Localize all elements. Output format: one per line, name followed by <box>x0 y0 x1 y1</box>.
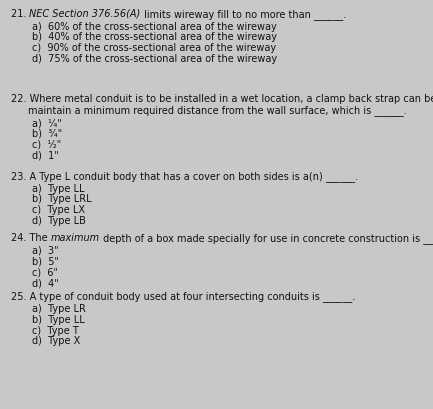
Text: b)  40% of the cross-sectional area of the wireway: b) 40% of the cross-sectional area of th… <box>32 32 278 43</box>
Text: b)  Type LL: b) Type LL <box>32 315 85 325</box>
Text: c)  Type LX: c) Type LX <box>32 205 85 215</box>
Text: a)  3": a) 3" <box>32 246 59 256</box>
Text: depth of a box made specially for use in concrete construction is ______.: depth of a box made specially for use in… <box>100 233 433 244</box>
Text: a)  Type LL: a) Type LL <box>32 184 85 193</box>
Text: 21.: 21. <box>11 9 29 19</box>
Text: a)  ¹⁄₄": a) ¹⁄₄" <box>32 118 62 128</box>
Text: b)  ³⁄₄": b) ³⁄₄" <box>32 129 63 139</box>
Text: d)  Type LB: d) Type LB <box>32 216 86 226</box>
Text: c)  Type T: c) Type T <box>32 326 79 335</box>
Text: NEC Section 376.56(A): NEC Section 376.56(A) <box>29 9 141 19</box>
Text: c)  6": c) 6" <box>32 267 58 277</box>
Text: 22. Where metal conduit is to be installed in a wet location, a clamp back strap: 22. Where metal conduit is to be install… <box>11 94 433 104</box>
Text: d)  4": d) 4" <box>32 279 59 288</box>
Text: d)  Type X: d) Type X <box>32 337 81 346</box>
Text: 25. A type of conduit body used at four intersecting conduits is ______.: 25. A type of conduit body used at four … <box>11 291 355 302</box>
Text: c)  90% of the cross-sectional area of the wireway: c) 90% of the cross-sectional area of th… <box>32 43 277 53</box>
Text: maintain a minimum required distance from the wall surface, which is ______.: maintain a minimum required distance fro… <box>28 106 407 117</box>
Text: maximum: maximum <box>51 233 100 243</box>
Text: c)  ¹⁄₂": c) ¹⁄₂" <box>32 140 62 150</box>
Text: 24. The: 24. The <box>11 233 51 243</box>
Text: d)  75% of the cross-sectional area of the wireway: d) 75% of the cross-sectional area of th… <box>32 54 278 64</box>
Text: 23. A Type L conduit body that has a cover on both sides is a(n) ______.: 23. A Type L conduit body that has a cov… <box>11 171 358 182</box>
Text: limits wireway fill to no more than ______.: limits wireway fill to no more than ____… <box>141 9 346 20</box>
Text: d)  1": d) 1" <box>32 151 59 161</box>
Text: b)  5": b) 5" <box>32 256 59 267</box>
Text: a)  Type LR: a) Type LR <box>32 304 86 314</box>
Text: b)  Type LRL: b) Type LRL <box>32 194 92 204</box>
Text: a)  60% of the cross-sectional area of the wireway: a) 60% of the cross-sectional area of th… <box>32 22 277 31</box>
